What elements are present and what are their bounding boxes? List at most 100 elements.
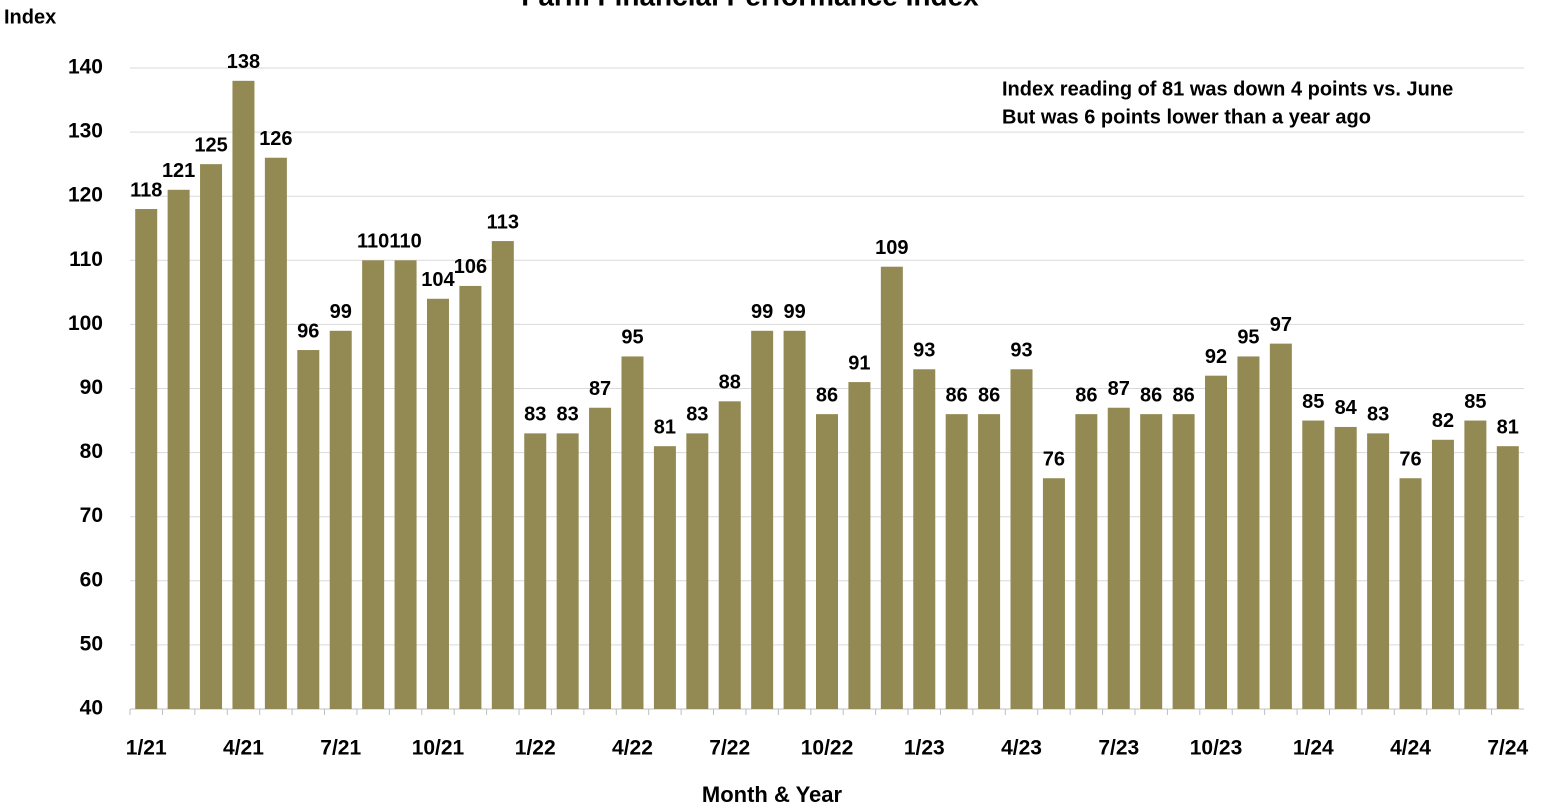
bar: [556, 433, 579, 709]
bar: [362, 260, 385, 709]
value-label: 86: [816, 384, 838, 406]
x-tick-label: 4/23: [1001, 737, 1042, 760]
y-tick-label: 130: [68, 120, 103, 143]
bar: [945, 414, 968, 709]
value-label: 86: [1075, 384, 1097, 406]
bar: [1140, 414, 1163, 709]
x-tick-label: 10/21: [412, 737, 465, 760]
value-label: 92: [1205, 346, 1227, 368]
bar: [1107, 407, 1130, 709]
value-label: 84: [1335, 397, 1358, 419]
value-label: 82: [1432, 410, 1454, 432]
bar: [848, 382, 871, 709]
bar: [1431, 439, 1454, 709]
y-tick-label: 120: [68, 184, 103, 207]
value-label: 86: [1172, 384, 1194, 406]
annotation: Index reading of 81 was down 4 points vs…: [1002, 78, 1453, 100]
bar: [1334, 426, 1357, 709]
bar: [135, 209, 158, 709]
annotation: But was 6 points lower than a year ago: [1002, 106, 1371, 128]
bar: [751, 330, 774, 709]
value-label: 99: [751, 301, 773, 323]
chart-title: Farm Financial Performance Index: [521, 0, 979, 11]
x-tick-label: 7/23: [1098, 737, 1139, 760]
x-tick-label: 4/21: [223, 737, 264, 760]
value-label: 85: [1464, 391, 1486, 413]
x-tick-label: 1/22: [515, 737, 556, 760]
bar: [816, 414, 838, 709]
bar: [491, 241, 514, 709]
value-label: 121: [162, 160, 195, 182]
y-axis-label: Index: [4, 6, 56, 28]
value-label: 91: [848, 352, 870, 374]
value-label: 81: [654, 416, 676, 438]
value-label: 83: [524, 404, 546, 426]
value-label: 93: [1010, 340, 1032, 362]
value-label: 118: [130, 179, 162, 201]
value-label: 81: [1497, 416, 1519, 438]
bar: [880, 266, 903, 709]
bar: [978, 414, 1001, 709]
x-tick-label: 7/24: [1487, 737, 1528, 760]
bar: [459, 285, 482, 709]
x-tick-label: 1/24: [1293, 737, 1334, 760]
bar: [589, 407, 612, 709]
value-label: 113: [487, 211, 519, 233]
bar: [1269, 343, 1292, 709]
x-tick-label: 4/22: [612, 737, 653, 760]
bar: [653, 446, 676, 709]
x-tick-label: 7/22: [709, 737, 750, 760]
value-label: 86: [1140, 384, 1162, 406]
bar: [913, 369, 936, 709]
y-tick-label: 40: [80, 697, 103, 720]
value-label: 97: [1270, 314, 1292, 336]
value-label: 76: [1043, 449, 1065, 471]
y-tick-label: 90: [80, 376, 103, 399]
value-label: 87: [1108, 378, 1130, 400]
bar: [264, 157, 287, 710]
value-label: 85: [1302, 391, 1324, 413]
bar: [1042, 478, 1065, 709]
bar: [1496, 446, 1519, 709]
value-label: 95: [1237, 327, 1259, 349]
bar: [1367, 433, 1390, 709]
bar: [524, 433, 547, 709]
value-label: 104: [421, 269, 455, 291]
x-tick-label: 7/21: [320, 737, 361, 760]
value-label: 88: [719, 372, 741, 394]
value-label: 93: [913, 340, 935, 362]
y-tick-label: 100: [68, 312, 103, 335]
bar: [1237, 356, 1260, 709]
value-label: 110: [389, 231, 421, 253]
value-label: 138: [227, 51, 260, 73]
x-tick-label: 1/21: [126, 737, 167, 760]
value-label: 83: [557, 404, 579, 426]
value-label: 76: [1399, 449, 1421, 471]
x-tick-label: 4/24: [1390, 737, 1431, 760]
value-label: 110: [357, 231, 389, 253]
bar: [200, 164, 223, 709]
y-tick-label: 50: [80, 632, 103, 655]
y-tick-label: 60: [80, 568, 103, 591]
y-tick-label: 110: [69, 248, 103, 271]
value-label: 87: [589, 378, 611, 400]
value-label: 86: [946, 384, 968, 406]
bar: [1010, 369, 1033, 709]
x-axis-label: Month & Year: [702, 782, 843, 807]
value-label: 83: [686, 404, 708, 426]
bar: [1172, 414, 1195, 709]
value-label: 95: [621, 327, 643, 349]
value-label: 86: [978, 384, 1000, 406]
bar: [621, 356, 644, 709]
value-label: 99: [330, 301, 352, 323]
bar: [1464, 420, 1487, 709]
bar: [329, 330, 352, 709]
x-tick-label: 10/22: [801, 737, 854, 760]
bar: [686, 433, 709, 709]
y-tick-label: 140: [68, 56, 103, 79]
value-label: 96: [297, 320, 319, 342]
bar: [1399, 478, 1422, 709]
bar: [297, 350, 320, 709]
x-tick-label: 1/23: [904, 737, 945, 760]
value-label: 126: [259, 128, 292, 150]
